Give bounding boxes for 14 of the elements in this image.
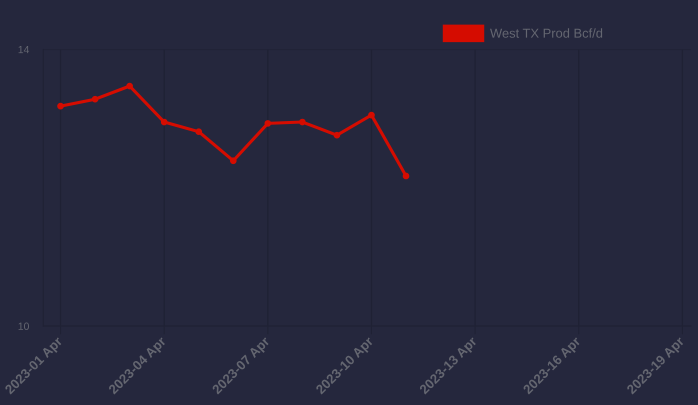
point	[264, 120, 272, 127]
point	[92, 96, 98, 103]
y-tick-label: 10	[18, 322, 29, 330]
point	[230, 157, 237, 164]
point	[195, 128, 202, 136]
point	[126, 82, 133, 90]
legend-label: West TX Prod Bcf/d	[490, 28, 602, 38]
point	[299, 118, 306, 126]
point	[402, 172, 410, 180]
point	[160, 118, 168, 126]
point	[57, 102, 64, 110]
point	[334, 132, 340, 138]
y-tick-label: 14	[18, 46, 30, 54]
point	[368, 112, 375, 118]
